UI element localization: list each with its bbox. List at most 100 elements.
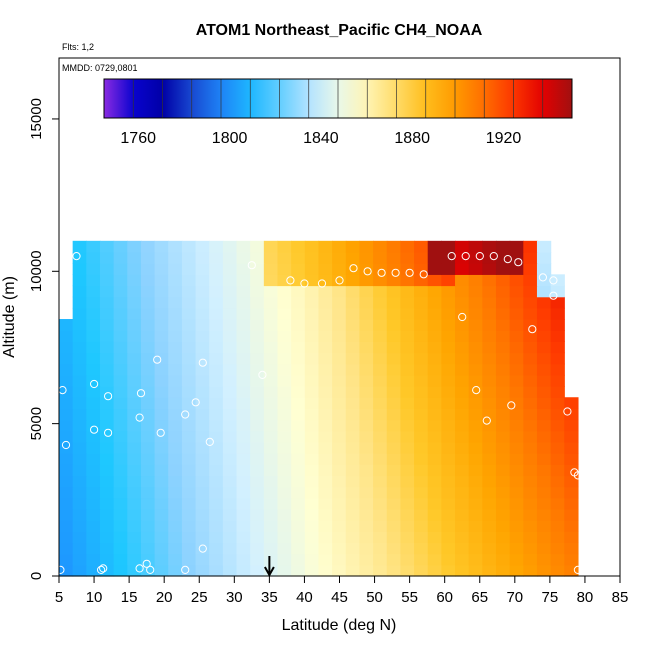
heatmap-cell [441,564,456,577]
heatmap-cell [277,374,292,387]
heatmap-cell [99,531,115,544]
heatmap-cell [59,430,74,443]
heatmap-cell [154,520,169,532]
heatmap-cell [140,564,156,577]
heatmap-cell [127,319,142,331]
heatmap-cell [359,341,374,354]
heatmap-cell [359,508,374,521]
heatmap-cell [291,520,306,532]
heatmap-cell [482,408,497,421]
heatmap-cell [427,553,442,566]
y-tick-label: 15000 [28,98,45,140]
heatmap-cell [140,553,156,566]
heatmap-cell [99,441,115,454]
heatmap-cell [550,274,565,287]
heatmap-cell [318,419,333,432]
heatmap-cell [332,352,347,365]
x-tick-label: 65 [471,589,488,606]
heatmap-cell [99,252,115,264]
heatmap-cell [495,252,511,264]
heatmap-cell [427,330,442,342]
heatmap-cell [291,419,306,432]
heatmap-cell [386,240,401,253]
heatmap-cell [414,453,429,465]
heatmap-cell [86,397,101,410]
heatmap-cell [523,553,538,566]
heatmap-cell [168,542,183,555]
heatmap-cell [304,464,320,477]
data-point [72,252,81,261]
colorbar-segment [250,79,280,118]
heatmap-cell [236,497,251,510]
heatmap-cell [332,307,347,320]
heatmap-cell [482,386,497,398]
heatmap-cell [291,352,306,365]
heatmap-cell [359,363,374,376]
heatmap-cell [400,486,415,499]
heatmap-cell [154,531,169,544]
heatmap-cell [414,553,429,566]
heatmap-cell [304,319,320,331]
heatmap-cell [400,464,415,477]
heatmap-cell [154,386,169,398]
heatmap-cell [455,531,470,544]
heatmap-cell [154,464,169,477]
heatmap-cell [373,374,388,387]
heatmap-cell [168,408,183,421]
heatmap-cell [373,542,388,555]
heatmap-cell [86,252,101,264]
data-point [90,379,99,389]
heatmap-cell [277,508,292,521]
heatmap-cell [400,497,415,510]
heatmap-cell [400,274,415,287]
heatmap-cell [359,352,374,365]
data-point [90,425,99,434]
heatmap-cell [373,397,388,410]
heatmap-cell [509,274,524,287]
heatmap-cell [495,296,511,309]
heatmap-cell [468,296,483,309]
x-tick-label: 40 [296,589,313,606]
heatmap-cell [550,542,565,555]
x-tick-label: 5 [55,589,63,606]
x-tick-label: 55 [401,589,418,606]
heatmap-cell [455,508,470,521]
heatmap-cell [482,553,497,566]
heatmap-cell [209,531,224,544]
heatmap-cell [195,285,210,298]
heatmap-cell [236,252,251,264]
heatmap-cell [99,520,115,532]
heatmap-cell [222,497,238,510]
heatmap-cell [168,274,183,287]
heatmap-cell [345,475,361,488]
heatmap-cell [72,397,87,410]
heatmap-cell [400,508,415,521]
heatmap-cell [332,520,347,532]
heatmap-cell [181,363,197,376]
heatmap-cell [168,430,183,443]
heatmap-cell [168,497,183,510]
heatmap-cell [127,374,142,387]
heatmap-cell [373,441,388,454]
heatmap-cell [468,553,483,566]
heatmap-cell [222,542,238,555]
heatmap-cell [168,453,183,465]
heatmap-cell [127,240,142,253]
heatmap-cell [263,240,279,253]
heatmap-cell [482,564,497,577]
heatmap-cell [536,330,552,342]
heatmap-cell [59,319,74,331]
heatmap-cell [291,486,306,499]
heatmap-cell [181,520,197,532]
heatmap-cell [113,352,128,365]
heatmap-cell [236,419,251,432]
heatmap-cell [113,319,128,331]
heatmap-cell [427,296,442,309]
heatmap-cell [482,531,497,544]
heatmap-cell [468,419,483,432]
data-point [136,389,146,398]
heatmap-cell [509,508,524,521]
heatmap-cell [373,363,388,376]
heatmap-cell [127,564,142,577]
heatmap-cell [441,408,456,421]
